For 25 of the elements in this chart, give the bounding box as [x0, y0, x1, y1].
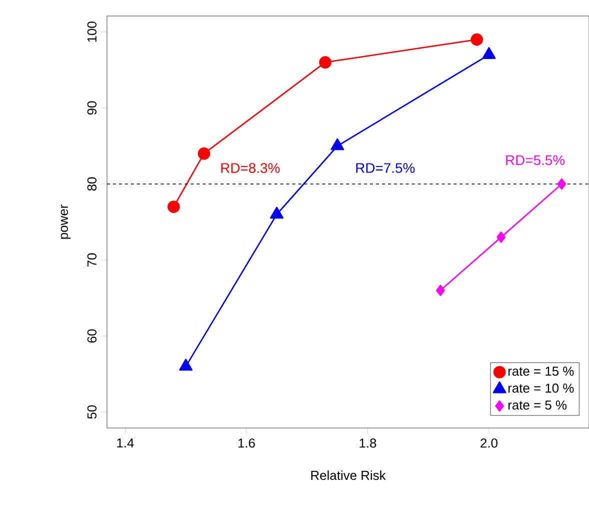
- x-tick-label: 1.8: [360, 438, 376, 448]
- x-tick-label: 1.4: [117, 438, 134, 448]
- point: [198, 147, 210, 160]
- y-tick-label: 50: [87, 405, 97, 419]
- y-tick-label: 60: [87, 329, 97, 343]
- y-tick-label: 90: [87, 101, 97, 115]
- y-axis-title: power: [60, 204, 71, 239]
- point: [168, 200, 180, 213]
- point: [436, 284, 445, 296]
- point: [470, 33, 484, 46]
- x-tick-label: 2.0: [480, 438, 498, 448]
- annotation: RD=7.5%: [356, 163, 415, 173]
- legend-label: rate = 15 %: [508, 366, 574, 376]
- annotation: RD=5.5%: [506, 155, 565, 166]
- y-tick-label: 70: [87, 253, 97, 267]
- x-tick-label: 1.6: [238, 438, 255, 448]
- point: [496, 232, 506, 243]
- annotation: RD=8.3%: [221, 163, 280, 173]
- point: [319, 56, 332, 69]
- legend-label: rate = 5 %: [508, 400, 567, 410]
- y-tick-label: 100: [87, 22, 97, 42]
- legend-label: rate = 10 %: [508, 384, 574, 393]
- y-tick-label: 80: [87, 177, 97, 191]
- x-axis-title: Relative Risk: [311, 470, 386, 480]
- point: [557, 178, 566, 190]
